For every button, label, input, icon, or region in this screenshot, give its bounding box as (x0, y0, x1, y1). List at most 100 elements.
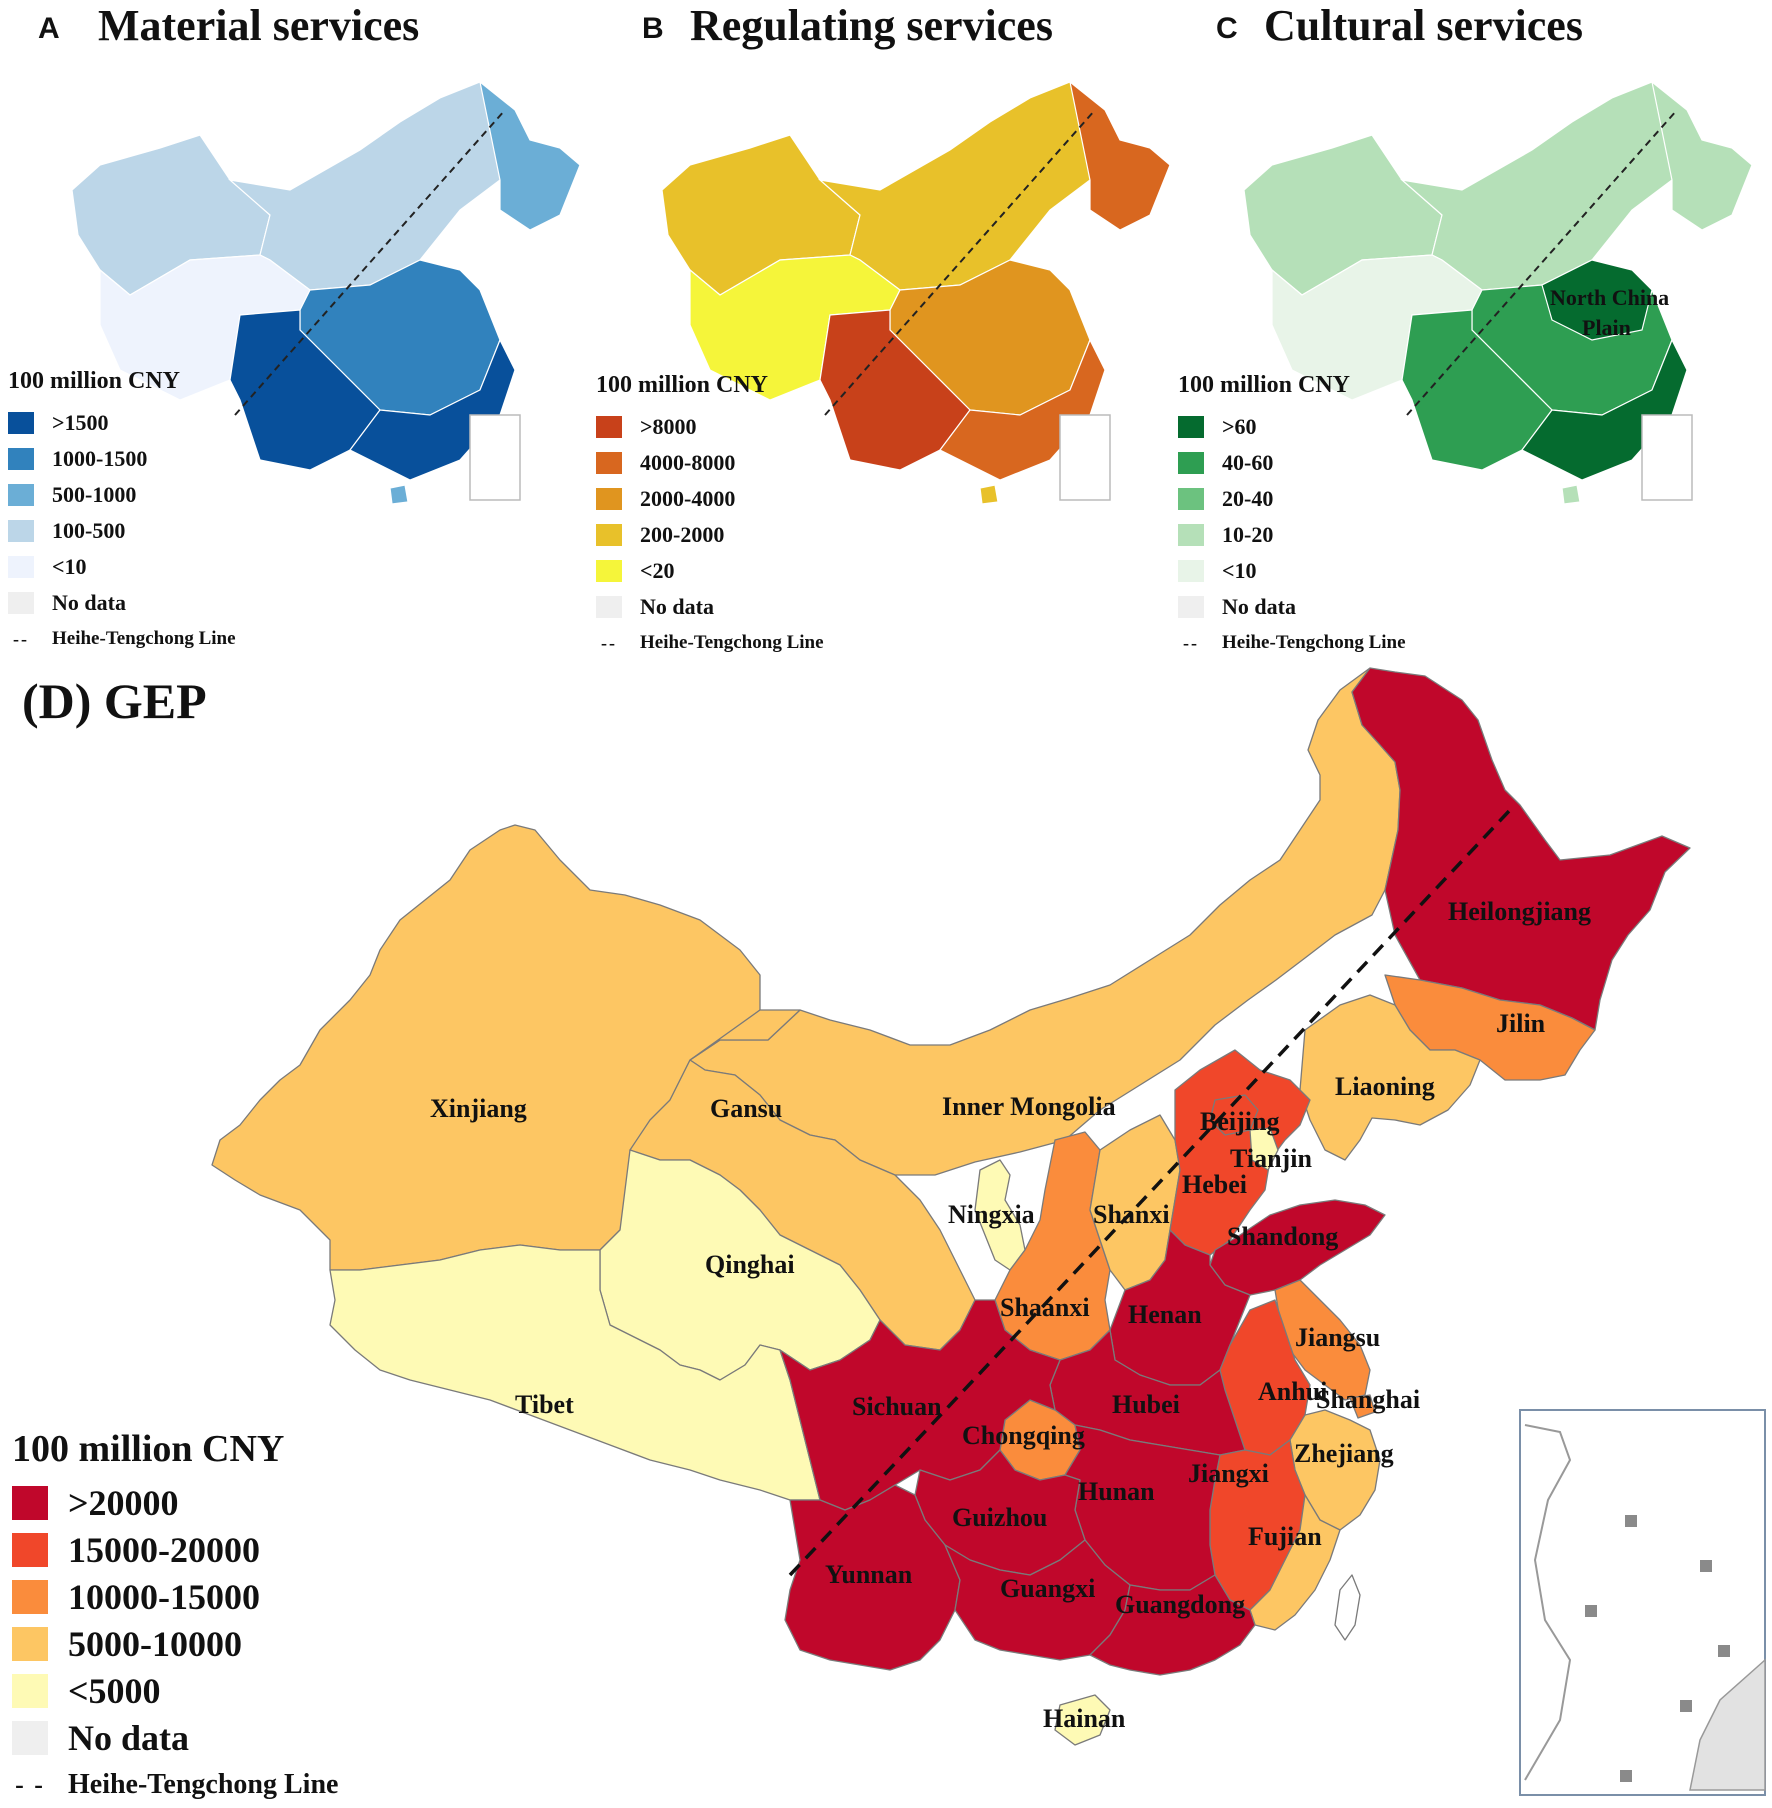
legend-label: >20000 (68, 1482, 179, 1523)
province-label: Jiangxi (1188, 1459, 1269, 1488)
province-label: Fujian (1248, 1522, 1322, 1551)
legend-label: No data (68, 1717, 190, 1758)
province-label: Tibet (515, 1390, 574, 1419)
province-label: Zhejiang (1294, 1439, 1394, 1468)
province-liaoning (1299, 994, 1481, 1161)
panel-regulating-services: B Regulating services 100 million CNY >8… (592, 0, 1172, 670)
south-china-sea-inset (1059, 414, 1111, 501)
legend-item: 15000-20000 (12, 1526, 338, 1573)
legend-swatch (596, 560, 622, 582)
annotation-line-1: North China (1550, 285, 1669, 310)
legend-label: Heihe-Tengchong Line (68, 1768, 339, 1800)
dashed-line-symbol: -- (1183, 632, 1199, 653)
inset-island-marker (1585, 1605, 1597, 1617)
legend-item: - - Heihe-Tengchong Line (12, 1761, 338, 1808)
province-hainan (1054, 1694, 1111, 1746)
province-label: Shandong (1227, 1222, 1338, 1251)
dashed-line-symbol: - - (15, 1769, 45, 1799)
legend-swatch (596, 416, 622, 438)
panel-title: Cultural services (1264, 1, 1583, 50)
legend-item: 2000-4000 (596, 481, 824, 517)
legend-item: <5000 (12, 1667, 338, 1714)
province-label: Hunan (1078, 1477, 1155, 1506)
legend-item: No data (1178, 589, 1406, 625)
province-label: Guangdong (1115, 1590, 1245, 1619)
inset-island-marker (1680, 1700, 1692, 1712)
mini-map-b (661, 80, 1170, 505)
province-label: Jiangsu (1295, 1323, 1380, 1352)
region-south (1521, 338, 1688, 481)
legend-label: 4000-8000 (640, 450, 736, 475)
region-north-china-plain (1541, 259, 1653, 341)
province-label: Heilongjiang (1448, 897, 1591, 926)
legend-label: No data (52, 590, 126, 615)
heihe-tengchong-line (824, 109, 1096, 416)
legend-swatch (12, 1720, 48, 1755)
legend-item: >20000 (12, 1479, 338, 1526)
legend-label: Heihe-Tengchong Line (640, 632, 824, 653)
legend-label: 100-500 (52, 518, 126, 543)
legend-swatch (12, 1485, 48, 1520)
legend-item: 1000-1500 (8, 441, 236, 477)
gep-title: (D) GEP (22, 673, 207, 729)
legend-label: >8000 (640, 414, 697, 439)
province-label: Guizhou (952, 1503, 1047, 1532)
legend-swatch (596, 524, 622, 546)
legend-label: <5000 (68, 1670, 161, 1711)
panel-letter: A (38, 12, 60, 45)
legend-label: <10 (1222, 558, 1257, 583)
legend-swatch (12, 1532, 48, 1567)
legend-item: 5000-10000 (12, 1620, 338, 1667)
legend-swatch (8, 556, 34, 578)
heihe-tengchong-line (788, 808, 1512, 1577)
legend-gep: 100 million CNY >20000 15000-20000 10000… (12, 1427, 338, 1808)
legend-swatch (596, 488, 622, 510)
legend-swatch (1178, 416, 1204, 438)
province-label: Gansu (710, 1094, 782, 1123)
legend-label: 2000-4000 (640, 486, 736, 511)
legend-item: <20 (596, 553, 824, 589)
legend-label: 10-20 (1222, 522, 1274, 547)
legend-label: 1000-1500 (52, 446, 148, 471)
legend-item: <10 (8, 549, 236, 585)
legend-item: 40-60 (1178, 445, 1406, 481)
region-south (349, 338, 516, 481)
province-label: Hebei (1182, 1170, 1247, 1199)
south-china-sea-inset (469, 414, 521, 501)
province-hebei (1169, 1049, 1311, 1256)
province-fujian (1249, 1494, 1341, 1631)
province-label: Hubei (1112, 1390, 1180, 1419)
legend-label: >1500 (52, 410, 109, 435)
province-label: Shanghai (1316, 1385, 1420, 1414)
province-label: Tianjin (1230, 1144, 1312, 1173)
panel-material-services: A Material services 100 million CNY >150… (0, 0, 580, 670)
province-label: Yunnan (825, 1560, 913, 1589)
legend-item: No data (596, 589, 824, 625)
province-heilongjiang (1351, 667, 1691, 1031)
legend-item: 20-40 (1178, 481, 1406, 517)
region-northeast (1069, 80, 1170, 231)
legend-item: >60 (1178, 409, 1406, 445)
legend-swatch (8, 412, 34, 434)
province-label: Anhui (1258, 1377, 1327, 1406)
legend-label: 40-60 (1222, 450, 1274, 475)
inset-island-marker (1625, 1515, 1637, 1527)
province-guangdong (1089, 1574, 1256, 1676)
legend-title: 100 million CNY (1178, 372, 1351, 398)
legend-item: >1500 (8, 405, 236, 441)
region-hainan (389, 484, 409, 505)
heihe-tengchong-line (234, 109, 506, 416)
legend-item: -- Heihe-Tengchong Line (1178, 625, 1406, 661)
inset-landmass (1689, 1658, 1766, 1791)
legend-swatch (8, 592, 34, 614)
province-shanghai (1349, 1394, 1376, 1419)
legend-title: 100 million CNY (596, 372, 769, 398)
legend-item: -- Heihe-Tengchong Line (596, 625, 824, 661)
province-label: Beijing (1200, 1107, 1279, 1136)
region-south (939, 338, 1106, 481)
panel-title: Material services (98, 1, 420, 50)
mini-map-a (71, 80, 580, 505)
region-northeast (1651, 80, 1752, 231)
inset-island-marker (1620, 1770, 1632, 1782)
legend-item: 10-20 (1178, 517, 1406, 553)
